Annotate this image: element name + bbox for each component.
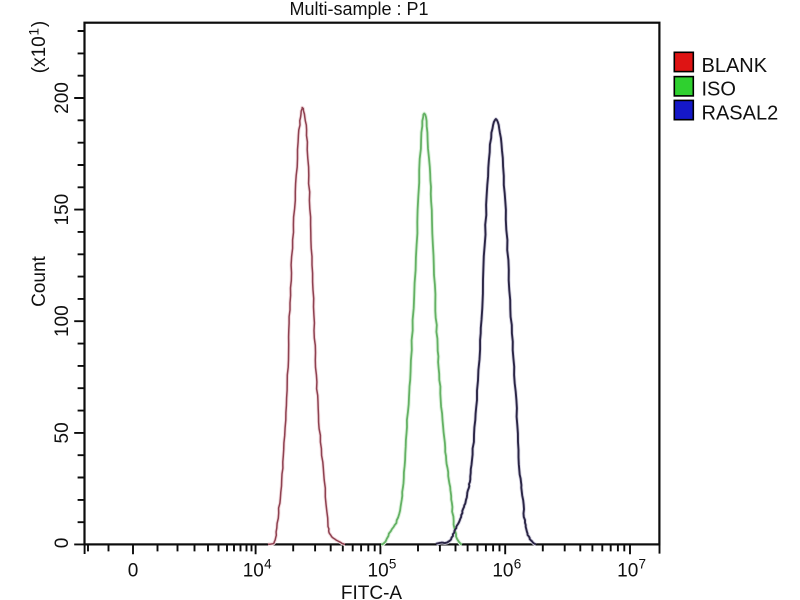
- svg-text:10: 10: [617, 561, 638, 582]
- svg-text:0: 0: [128, 561, 139, 582]
- svg-text:FITC-A: FITC-A: [341, 583, 403, 600]
- svg-text:4: 4: [264, 557, 272, 572]
- svg-text:Multi-sample : P1: Multi-sample : P1: [289, 0, 428, 19]
- svg-text:100: 100: [52, 305, 73, 337]
- svg-text:7: 7: [639, 557, 647, 572]
- svg-text:50: 50: [52, 422, 73, 443]
- svg-text:10: 10: [368, 561, 389, 582]
- svg-text:RASAL2: RASAL2: [702, 103, 779, 125]
- svg-text:BLANK: BLANK: [702, 55, 768, 77]
- svg-text:0: 0: [52, 538, 73, 549]
- svg-text:200: 200: [52, 82, 73, 114]
- svg-text:10: 10: [492, 561, 513, 582]
- svg-text:6: 6: [514, 557, 522, 572]
- svg-text:5: 5: [389, 557, 397, 572]
- svg-text:ISO: ISO: [702, 79, 736, 101]
- svg-text:Count: Count: [29, 255, 50, 306]
- svg-text:10: 10: [243, 561, 264, 582]
- svg-text:150: 150: [52, 194, 73, 226]
